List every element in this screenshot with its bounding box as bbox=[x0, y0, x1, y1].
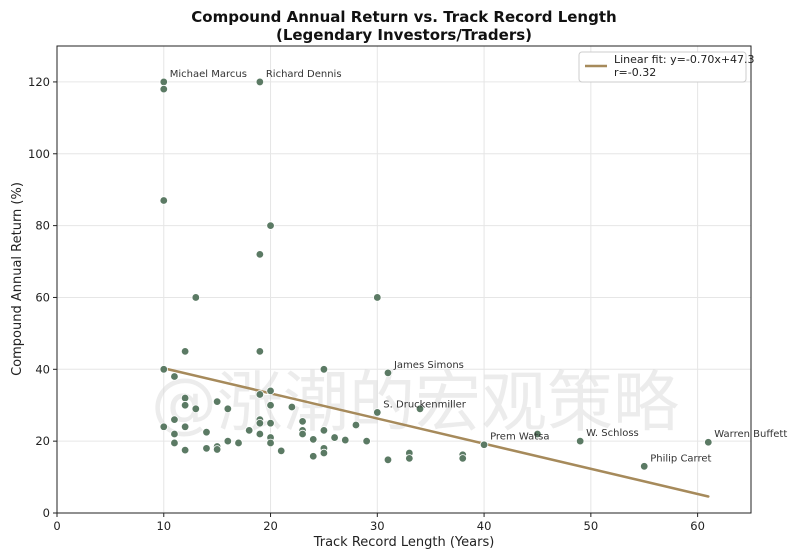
x-tick-label: 0 bbox=[53, 519, 60, 533]
data-point bbox=[255, 77, 265, 87]
data-point bbox=[255, 418, 265, 428]
data-point bbox=[287, 402, 297, 412]
y-axis-ticks: 0 20 40 60 80 100 120 bbox=[28, 75, 57, 520]
data-point bbox=[479, 440, 489, 449]
data-point bbox=[309, 452, 318, 461]
y-axis-label: Compound Annual Return (%) bbox=[10, 182, 25, 376]
data-point bbox=[223, 436, 233, 446]
data-point bbox=[159, 365, 168, 374]
y-tick-label: 60 bbox=[35, 290, 50, 304]
data-point bbox=[212, 445, 222, 454]
data-point bbox=[330, 433, 339, 442]
x-tick-label: 10 bbox=[156, 519, 171, 533]
data-point bbox=[202, 444, 211, 453]
x-tick-label: 30 bbox=[370, 519, 385, 533]
data-point bbox=[170, 438, 179, 448]
data-point bbox=[180, 422, 190, 431]
data-point bbox=[704, 438, 713, 447]
y-tick-label: 40 bbox=[35, 362, 50, 376]
data-point bbox=[180, 401, 190, 410]
data-point bbox=[255, 429, 265, 439]
y-tick-label: 80 bbox=[35, 219, 50, 233]
data-point bbox=[255, 250, 265, 259]
x-tick-label: 60 bbox=[690, 519, 705, 533]
data-point bbox=[266, 438, 275, 448]
data-point bbox=[319, 365, 329, 374]
legend-r-label: r=-0.32 bbox=[614, 66, 656, 79]
data-point bbox=[266, 401, 275, 410]
y-tick-label: 120 bbox=[28, 75, 50, 89]
data-point bbox=[234, 438, 243, 448]
fit-line bbox=[162, 366, 710, 498]
data-point bbox=[266, 418, 275, 428]
annotation-label: Philip Carret bbox=[650, 453, 711, 464]
data-point bbox=[255, 390, 265, 399]
data-point bbox=[159, 84, 168, 94]
data-point bbox=[533, 429, 542, 439]
data-point bbox=[266, 386, 275, 396]
y-tick-label: 100 bbox=[28, 147, 50, 161]
data-point bbox=[458, 454, 467, 463]
data-point bbox=[319, 426, 329, 435]
data-point bbox=[180, 445, 190, 455]
data-point bbox=[383, 455, 393, 465]
data-point bbox=[575, 436, 585, 446]
data-point bbox=[415, 404, 425, 414]
annotation-label: Richard Dennis bbox=[266, 69, 342, 80]
x-tick-label: 20 bbox=[263, 519, 278, 533]
data-point bbox=[159, 77, 168, 87]
fit-line-group bbox=[162, 366, 710, 498]
legend-box bbox=[578, 51, 747, 83]
data-point bbox=[170, 372, 179, 381]
annotation-label: Michael Marcus bbox=[170, 69, 247, 80]
chart-title: Compound Annual Return vs. Track Record … bbox=[191, 8, 616, 26]
data-points bbox=[159, 77, 713, 471]
data-point bbox=[298, 429, 307, 439]
x-axis-label: Track Record Length (Years) bbox=[313, 535, 495, 550]
data-point bbox=[191, 293, 200, 302]
annotation-label: Prem Watsa bbox=[490, 432, 549, 443]
y-tick-label: 0 bbox=[43, 506, 50, 520]
x-tick-label: 40 bbox=[477, 519, 492, 533]
annotation-label: S. Druckenmiller bbox=[383, 399, 467, 410]
data-point bbox=[159, 196, 168, 205]
legend: Linear fit: y=-0.70x+47.3 r=-0.32 bbox=[578, 51, 755, 83]
legend-fit-label: Linear fit: y=-0.70x+47.3 bbox=[614, 53, 755, 66]
data-point bbox=[640, 462, 649, 471]
data-point bbox=[405, 454, 414, 463]
data-point bbox=[341, 435, 350, 445]
annotation-label: James Simons bbox=[393, 360, 464, 371]
data-point bbox=[170, 429, 179, 439]
data-point bbox=[362, 436, 371, 446]
y-tick-label: 20 bbox=[35, 434, 50, 448]
annotation-label: W. Schloss bbox=[586, 428, 639, 439]
data-point bbox=[319, 448, 329, 458]
data-point bbox=[373, 293, 382, 302]
data-point bbox=[170, 415, 179, 424]
chart-subtitle: (Legendary Investors/Traders) bbox=[276, 26, 532, 44]
data-point bbox=[180, 393, 190, 403]
data-point bbox=[159, 422, 168, 431]
data-point bbox=[180, 347, 190, 356]
data-point bbox=[309, 435, 318, 444]
x-axis-ticks: 0 10 20 30 40 50 60 bbox=[53, 513, 705, 533]
x-tick-label: 50 bbox=[584, 519, 599, 533]
data-point bbox=[244, 426, 254, 435]
data-point bbox=[191, 404, 200, 414]
data-point bbox=[373, 408, 382, 417]
data-point bbox=[255, 347, 265, 356]
data-point bbox=[298, 417, 307, 426]
data-point bbox=[212, 397, 222, 406]
data-point bbox=[383, 368, 393, 378]
plot-frame bbox=[56, 45, 752, 514]
data-point bbox=[202, 427, 211, 437]
data-point bbox=[351, 420, 361, 430]
data-point bbox=[266, 221, 275, 230]
data-point bbox=[223, 404, 233, 414]
data-point bbox=[277, 446, 286, 456]
